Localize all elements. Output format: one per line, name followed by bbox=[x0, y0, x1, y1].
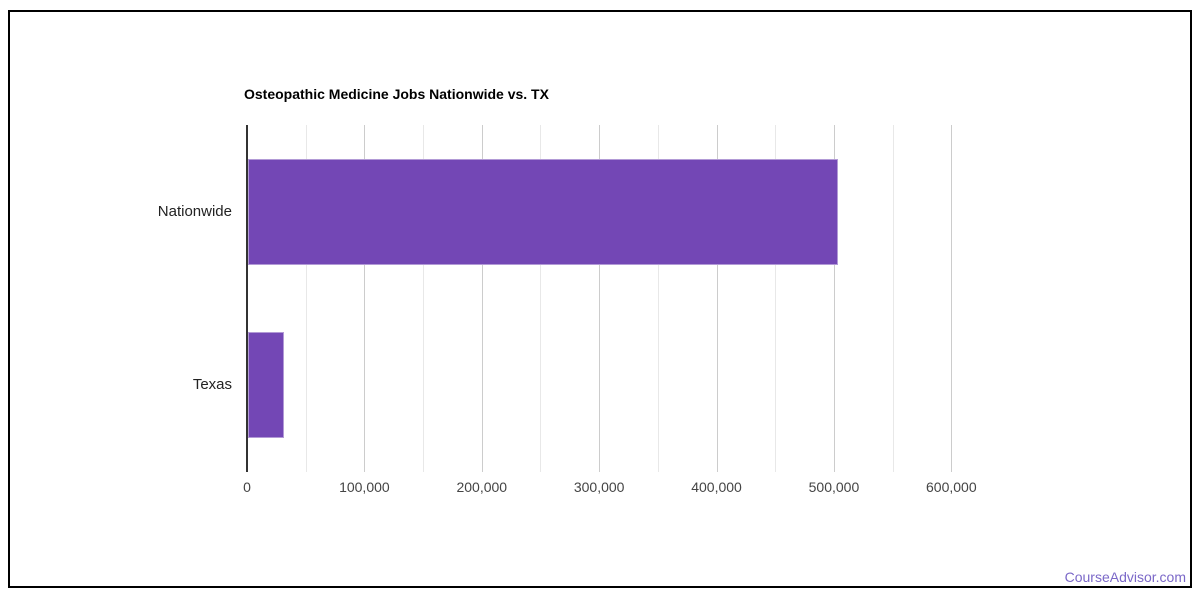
x-axis-tick-label: 200,000 bbox=[456, 479, 508, 495]
x-gridline bbox=[775, 125, 777, 472]
x-axis-tick-label: 400,000 bbox=[691, 479, 742, 495]
x-gridline bbox=[657, 125, 659, 472]
x-gridline bbox=[364, 125, 366, 472]
x-gridline bbox=[481, 125, 483, 472]
y-axis-line bbox=[246, 125, 248, 472]
chart-title: Osteopathic Medicine Jobs Nationwide vs.… bbox=[244, 86, 549, 102]
x-axis-tick-label: 100,000 bbox=[339, 479, 390, 495]
x-axis-tick-label: 500,000 bbox=[808, 479, 860, 495]
x-gridline bbox=[540, 125, 542, 472]
x-gridline bbox=[716, 125, 718, 472]
x-gridline bbox=[423, 125, 425, 472]
x-gridline bbox=[892, 125, 894, 472]
x-gridline bbox=[951, 125, 953, 472]
x-gridline bbox=[833, 125, 835, 472]
category-label: Texas bbox=[192, 376, 232, 394]
courseadvisor-link[interactable]: CourseAdvisor.com bbox=[1064, 569, 1186, 585]
plot-area: 0 100,000 200,000 300,000 400,000 500,000 600,… bbox=[158, 125, 1010, 495]
x-axis-tick-label: 0 bbox=[243, 479, 251, 495]
x-gridline bbox=[599, 125, 601, 472]
x-gridline bbox=[305, 125, 307, 472]
category-label: Nationwide bbox=[157, 202, 232, 220]
x-axis-tick-label: 600,000 bbox=[925, 479, 977, 495]
bar-texas[interactable] bbox=[248, 332, 285, 439]
bar-nationwide[interactable] bbox=[248, 158, 839, 265]
x-axis-tick-label: 300,000 bbox=[573, 479, 625, 495]
